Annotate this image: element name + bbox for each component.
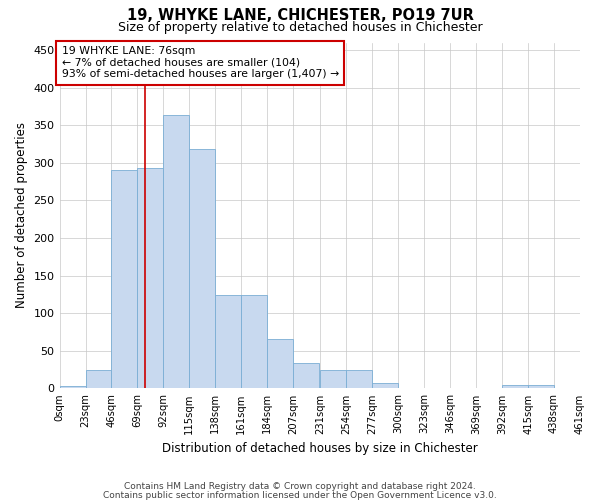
- Bar: [502, 384, 528, 388]
- Bar: [190, 150, 215, 388]
- Bar: [372, 383, 398, 388]
- Text: 19 WHYKE LANE: 76sqm
← 7% of detached houses are smaller (104)
93% of semi-detac: 19 WHYKE LANE: 76sqm ← 7% of detached ho…: [62, 46, 339, 80]
- Y-axis label: Number of detached properties: Number of detached properties: [15, 122, 28, 308]
- Text: 19, WHYKE LANE, CHICHESTER, PO19 7UR: 19, WHYKE LANE, CHICHESTER, PO19 7UR: [127, 8, 473, 22]
- Text: Contains public sector information licensed under the Open Government Licence v3: Contains public sector information licen…: [103, 490, 497, 500]
- Bar: [241, 295, 267, 388]
- Bar: [267, 339, 293, 388]
- Bar: [215, 295, 241, 388]
- Text: Contains HM Land Registry data © Crown copyright and database right 2024.: Contains HM Land Registry data © Crown c…: [124, 482, 476, 491]
- Bar: [112, 170, 137, 388]
- Text: Size of property relative to detached houses in Chichester: Size of property relative to detached ho…: [118, 22, 482, 35]
- Bar: [346, 370, 372, 388]
- X-axis label: Distribution of detached houses by size in Chichester: Distribution of detached houses by size …: [162, 442, 478, 455]
- Bar: [293, 363, 319, 388]
- Bar: [528, 384, 554, 388]
- Bar: [163, 116, 190, 388]
- Bar: [137, 168, 163, 388]
- Bar: [580, 386, 600, 388]
- Bar: [320, 370, 346, 388]
- Bar: [86, 370, 112, 388]
- Bar: [59, 386, 86, 388]
